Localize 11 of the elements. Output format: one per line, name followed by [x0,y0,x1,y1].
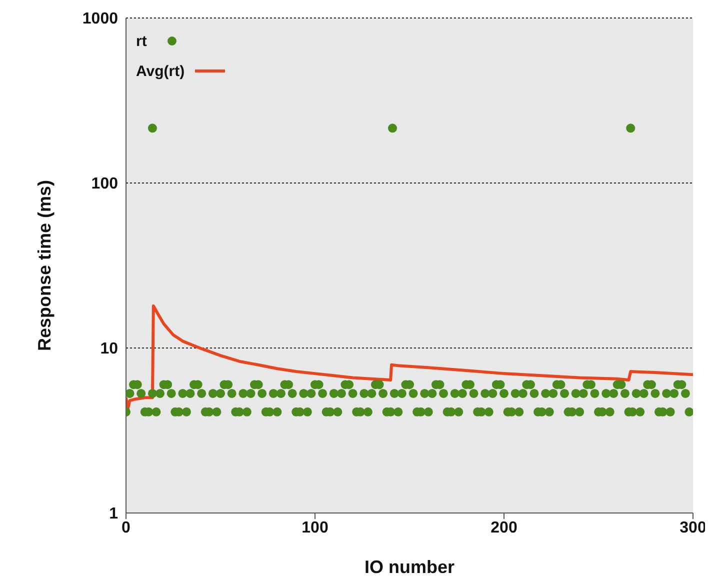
legend-label: Avg(rt) [136,62,185,80]
y-tick-label: 100 [91,176,118,193]
y-tick-label: 1000 [82,10,118,28]
x-tick-label: 100 [302,519,328,536]
y-tick-label: 10 [100,340,118,358]
x-axis-title: IO number [364,557,455,577]
x-tick-label: 200 [490,519,518,536]
y-tick-label: 1 [109,506,118,523]
x-tick-label: 0 [122,519,131,536]
legend-label: rt [136,32,147,50]
y-axis-title: Response time (ms) [34,180,54,352]
